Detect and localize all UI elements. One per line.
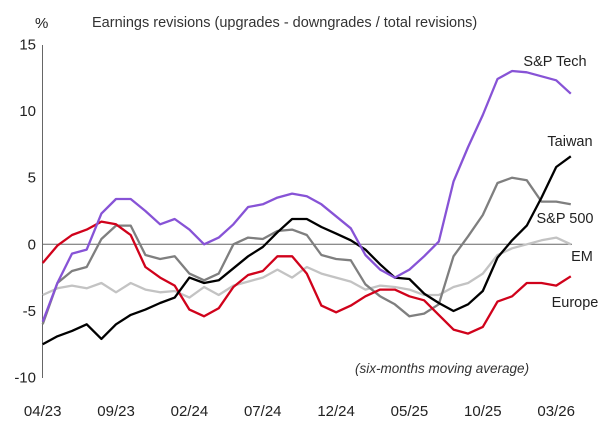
series-label-em: EM xyxy=(571,249,593,265)
x-tick-label: 04/23 xyxy=(24,403,62,420)
chart-note: (six-months moving average) xyxy=(355,361,529,376)
x-tick-label: 07/24 xyxy=(244,403,282,420)
series-line-taiwan xyxy=(42,155,572,346)
y-tick-label: 0 xyxy=(28,236,36,253)
y-axis-unit-label: % xyxy=(35,15,48,32)
x-tick-label: 10/25 xyxy=(464,403,502,420)
y-tick-label: -10 xyxy=(14,370,36,387)
x-tick-label: 05/25 xyxy=(391,403,429,420)
series-line-europe xyxy=(41,220,572,335)
x-tick-label: 12/24 xyxy=(317,403,355,420)
chart-title: Earnings revisions (upgrades - downgrade… xyxy=(92,15,477,31)
x-tick-label: 02/24 xyxy=(171,403,209,420)
y-tick-label: -5 xyxy=(23,303,36,320)
series-label-taiwan: Taiwan xyxy=(547,134,592,150)
y-tick-label: 15 xyxy=(19,36,36,53)
y-tick-label: 5 xyxy=(28,170,36,187)
series-line-s-p-tech xyxy=(41,69,572,323)
series-line-em xyxy=(42,236,572,299)
series-line-s-p-500 xyxy=(41,176,572,325)
x-tick-label: 09/23 xyxy=(97,403,135,420)
series-label-europe: Europe xyxy=(552,295,599,311)
x-tick-label: 03/26 xyxy=(537,403,575,420)
y-tick-label: 10 xyxy=(19,103,36,120)
series-label-s-p-tech: S&P Tech xyxy=(523,54,586,70)
series-label-s-p-500: S&P 500 xyxy=(537,211,594,227)
